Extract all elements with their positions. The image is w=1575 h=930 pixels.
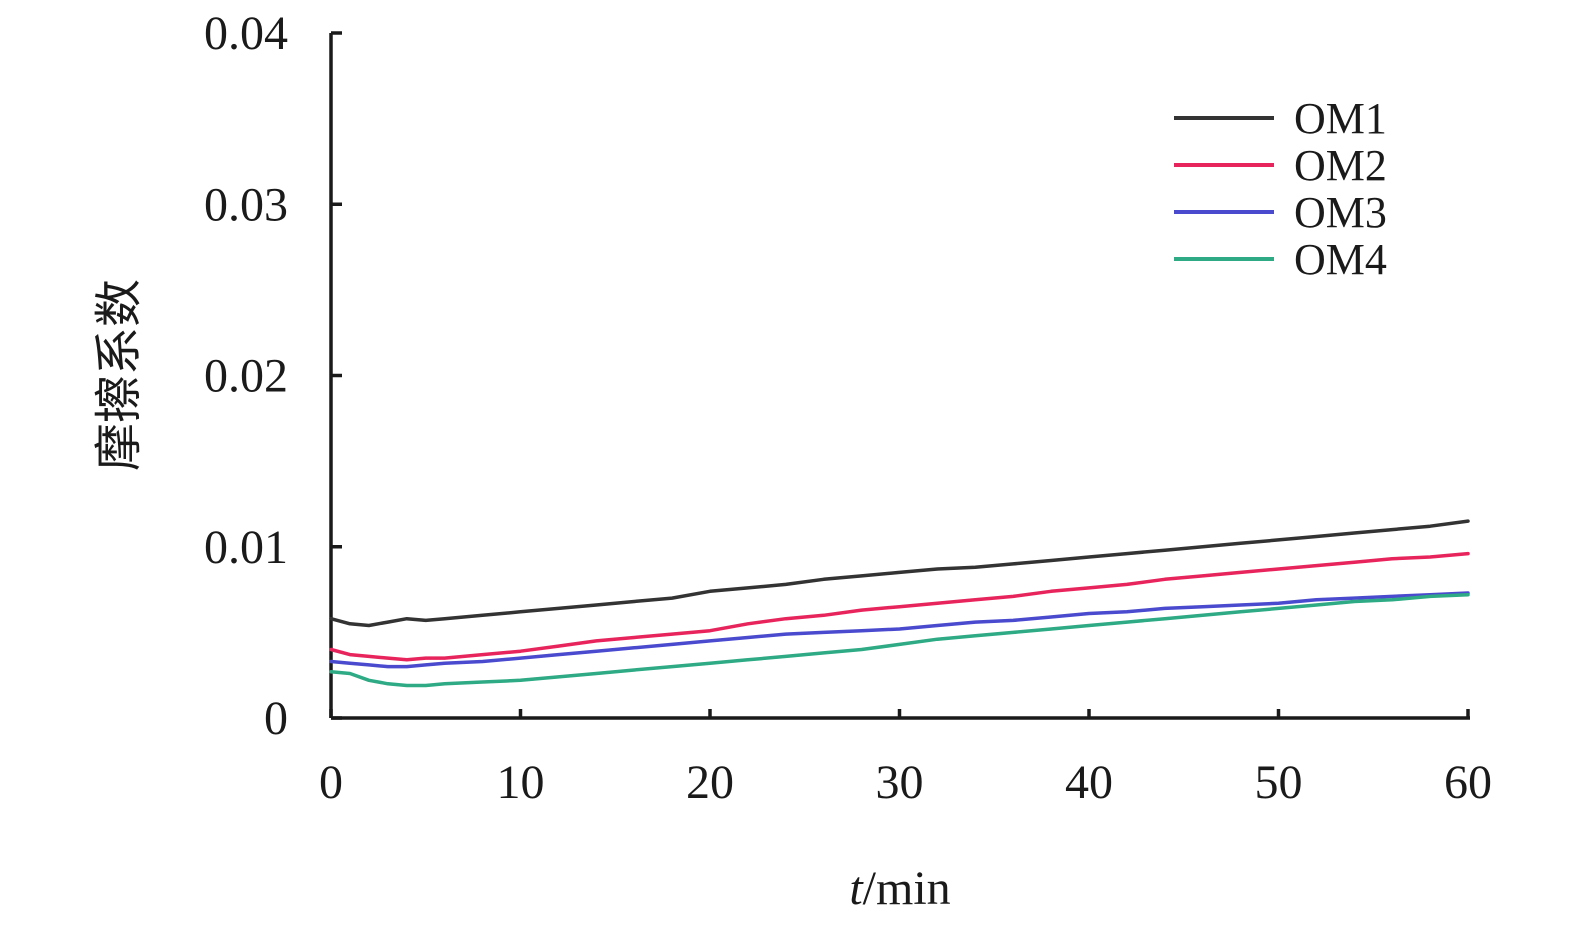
y-ticks: 0 0.01 0.02 0.03 0.04 — [204, 7, 342, 745]
x-tick-label-20: 20 — [686, 756, 734, 809]
legend-label-om3: OM3 — [1294, 188, 1387, 237]
y-tick-label-0.03: 0.03 — [204, 178, 288, 231]
x-axis-title-unit: /min — [863, 862, 951, 915]
x-tick-label-10: 10 — [497, 756, 545, 809]
y-tick-label-0: 0 — [264, 692, 288, 745]
y-tick-label-0.04: 0.04 — [204, 7, 288, 60]
series-line-om1 — [329, 519, 1470, 628]
plot-lines — [329, 519, 1470, 688]
x-tick-label-40: 40 — [1065, 756, 1113, 809]
x-ticks: 0 10 20 30 40 50 60 — [319, 709, 1492, 809]
series-line-om4 — [329, 592, 1470, 688]
legend-label-om2: OM2 — [1294, 141, 1387, 190]
x-tick-label-50: 50 — [1255, 756, 1303, 809]
series-line-om3 — [329, 591, 1470, 669]
x-tick-label-60: 60 — [1444, 756, 1492, 809]
y-axis-title: 摩擦系数 — [93, 279, 146, 471]
x-axis-title: t/min — [849, 862, 950, 915]
series-line-om2 — [329, 551, 1470, 662]
x-tick-label-0: 0 — [319, 756, 343, 809]
x-tick-label-30: 30 — [876, 756, 924, 809]
legend-label-om1: OM1 — [1294, 94, 1387, 143]
y-tick-label-0.01: 0.01 — [204, 521, 288, 574]
x-axis-title-variable: t — [849, 862, 864, 915]
legend-label-om4: OM4 — [1294, 235, 1387, 284]
y-tick-label-0.02: 0.02 — [204, 350, 288, 403]
